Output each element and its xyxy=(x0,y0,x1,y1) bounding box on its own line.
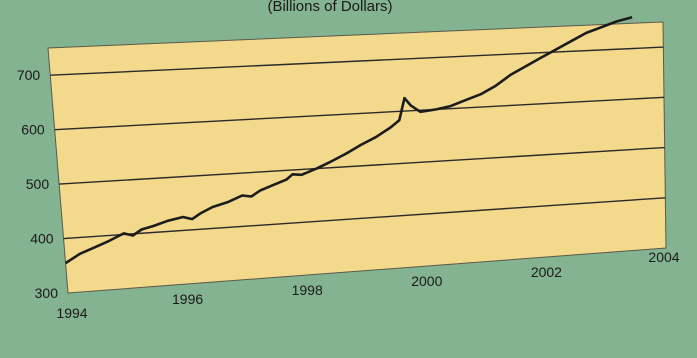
y-tick-label-600: 600 xyxy=(21,122,45,138)
x-tick-label-2002: 2002 xyxy=(531,264,562,280)
y-tick-label-400: 400 xyxy=(30,231,54,247)
x-tick-label-2004: 2004 xyxy=(648,249,679,265)
chart-subtitle: (Billions of Dollars) xyxy=(267,0,392,15)
gridline-400 xyxy=(63,197,666,240)
gridline-700 xyxy=(50,46,664,76)
y-tick-label-700: 700 xyxy=(17,67,41,83)
gridline-500 xyxy=(59,146,665,185)
x-tick-label-2000: 2000 xyxy=(411,273,442,289)
y-tick-label-500: 500 xyxy=(26,176,50,192)
plot-area xyxy=(47,21,667,294)
y-axis-labels: 300 400 500 600 700 xyxy=(17,67,58,301)
x-tick-label-1994: 1994 xyxy=(56,305,87,321)
x-axis-labels: 1994 1996 1998 2000 2002 2004 xyxy=(56,249,679,321)
series-line xyxy=(64,15,633,265)
x-tick-label-1998: 1998 xyxy=(292,282,323,298)
x-tick-label-1996: 1996 xyxy=(172,291,203,307)
gridline-600 xyxy=(54,96,665,131)
plot-area-group xyxy=(47,15,667,294)
y-tick-label-300: 300 xyxy=(35,285,59,301)
gridlines xyxy=(50,46,666,240)
